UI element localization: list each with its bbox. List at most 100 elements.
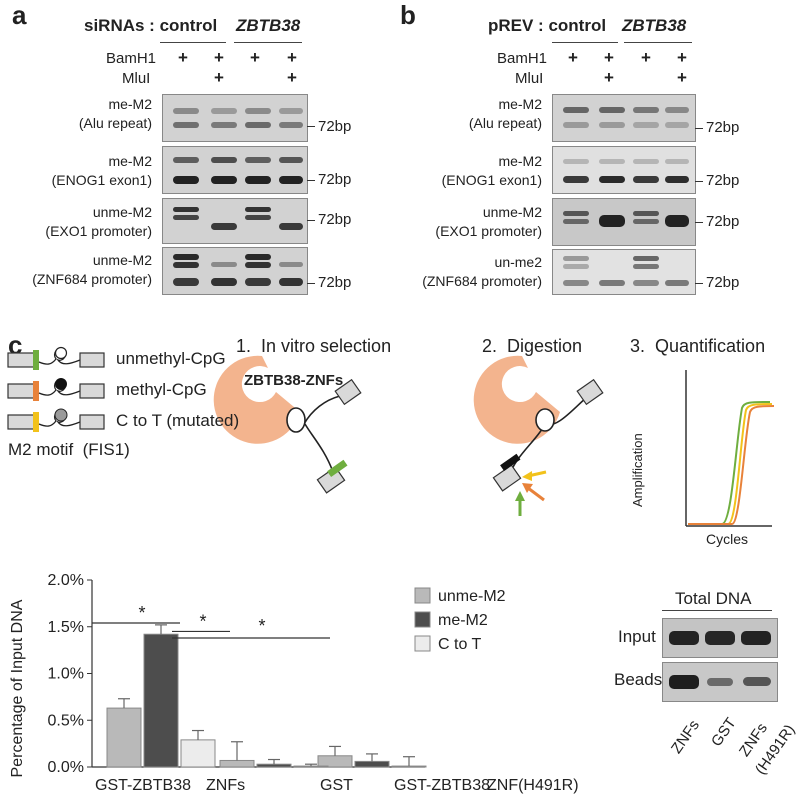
bp-label: 72bp: [706, 213, 740, 230]
panel-a-row2-label: me-M2 (ENOG1 exon1): [10, 152, 152, 190]
bp-tick: [695, 222, 703, 223]
qpcr-xlabel: Cycles: [706, 531, 749, 547]
legend-label: C to T: [438, 636, 482, 653]
bp-label: 72bp: [706, 274, 740, 291]
step2-label: 2. Digestion: [482, 336, 583, 356]
plus-sign: +: [568, 48, 578, 67]
gel-image: [552, 146, 696, 194]
row-label-line2: (ZNF684 promoter): [32, 271, 152, 287]
gel-image: [162, 198, 308, 244]
row-label-line2: (EXO1 promoter): [435, 223, 542, 239]
plus-sign: +: [214, 68, 224, 87]
legend-label-methyl: methyl-CpG: [116, 380, 207, 399]
bar: [354, 760, 390, 768]
bar: [106, 707, 142, 768]
motif-label: M2 motif (FIS1): [8, 440, 130, 459]
bp-label: 72bp: [318, 171, 352, 188]
panel-b-letter: b: [400, 0, 416, 30]
bp-tick: [307, 283, 315, 284]
gel-image: [662, 662, 778, 702]
legend-swatch: [414, 611, 431, 628]
row-label-line1: unme-M2: [482, 204, 542, 220]
plus-sign: +: [214, 48, 224, 67]
panel-a-enzyme2: MluI: [122, 70, 151, 87]
gel-lane-label: ZNFs: [668, 716, 703, 757]
legend-label-unmethyl: unmethyl-CpG: [116, 349, 226, 368]
row-label-line1: me-M2: [108, 96, 152, 112]
bp-label: 72bp: [706, 119, 740, 136]
x-tick-label: ZNFs: [206, 777, 245, 794]
panel-a-group2: ZBTB38: [236, 16, 301, 35]
gel-image: [552, 94, 696, 142]
plus-sign: +: [287, 68, 297, 87]
probe-unmethyl-icon: [7, 346, 105, 370]
significance-star: *: [138, 603, 145, 623]
bar-chart: 0.0% 0.5% 1.0% 1.5% 2.0% Percentage of Input …: [9, 572, 579, 794]
significance-star: *: [199, 611, 206, 631]
protein-probe-illustration: [213, 355, 362, 494]
panel-a-group1: control: [159, 16, 218, 35]
legend-label: unme-M2: [438, 588, 506, 605]
bar: [256, 763, 292, 768]
bp-tick: [695, 128, 703, 129]
legend-swatch: [414, 635, 431, 652]
plus-sign: +: [641, 48, 651, 67]
step3-label: 3. Quantification: [630, 336, 766, 356]
gel-row-beads: Beads: [614, 670, 663, 689]
row-label-line1: unme-M2: [92, 252, 152, 268]
panel-b-enzyme1: BamH1: [497, 50, 548, 67]
gel-image: [552, 198, 696, 246]
legend-label: me-M2: [438, 612, 488, 629]
legend-swatch: [414, 587, 431, 604]
bar: [317, 755, 353, 768]
panel-a-underline-zbtb38: [234, 42, 302, 43]
plus-sign: +: [604, 48, 614, 67]
panel-b-underline-zbtb38: [624, 42, 692, 43]
panel-a-row4-label: unme-M2 (ZNF684 promoter): [10, 251, 152, 289]
row-label-line1: me-M2: [498, 153, 542, 169]
panel-b-group1: control: [548, 16, 607, 35]
plus-sign: +: [677, 68, 687, 87]
total-dna-underline: [662, 610, 772, 611]
bp-tick: [307, 180, 315, 181]
panel-b-header: pREV : control: [488, 16, 606, 36]
plus-sign: +: [250, 48, 260, 67]
y-tick-label: 1.0%: [48, 666, 84, 683]
panel-b-row4-label: un-me2 (ZNF684 promoter): [400, 253, 542, 291]
x-tick-label: GST-ZBTB38: [394, 777, 490, 794]
gel-image: [162, 94, 308, 142]
panel-b-group2: ZBTB38: [622, 16, 687, 35]
qpcr-ylabel: Amplification: [630, 433, 645, 507]
bar: [219, 759, 255, 768]
row-label-line2: (ENOG1 exon1): [441, 172, 542, 188]
panel-c-schematic: [7, 346, 775, 527]
gel-image: [662, 618, 778, 658]
bar: [180, 739, 216, 768]
bp-label: 72bp: [318, 211, 352, 228]
panel-b-row3-label: unme-M2 (EXO1 promoter): [400, 203, 542, 241]
plus-sign: +: [287, 48, 297, 67]
bp-tick: [307, 220, 315, 221]
row-label-line2: (ZNF684 promoter): [422, 273, 542, 289]
panel-a-row3-label: unme-M2 (EXO1 promoter): [10, 203, 152, 241]
bar: [391, 765, 427, 768]
gel-row-input: Input: [618, 627, 656, 646]
bp-label: 72bp: [706, 172, 740, 189]
plus-sign: +: [178, 48, 188, 67]
panel-b-row2-label: me-M2 (ENOG1 exon1): [400, 152, 542, 190]
plus-sign: +: [677, 48, 687, 67]
probe-methyl-icon: [7, 378, 105, 401]
panel-a-enzyme1: BamH1: [106, 50, 157, 67]
plus-sign: +: [604, 68, 614, 87]
panel-b-row1-label: me-M2 (Alu repeat): [400, 95, 542, 133]
panel-a-header: siRNAs : control: [84, 16, 217, 36]
row-label-line1: un-me2: [494, 254, 542, 270]
x-tick-label: GST: [320, 777, 353, 794]
legend-label-mutated: C to T (mutated): [116, 411, 240, 430]
gel-image: [552, 249, 696, 295]
bp-label: 72bp: [318, 118, 352, 135]
panel-a-header-prefix: siRNAs :: [84, 16, 160, 35]
row-label-line2: (EXO1 promoter): [45, 223, 152, 239]
gel-image: [162, 247, 308, 295]
protein-label: ZBTB38-ZNFs: [244, 372, 344, 389]
